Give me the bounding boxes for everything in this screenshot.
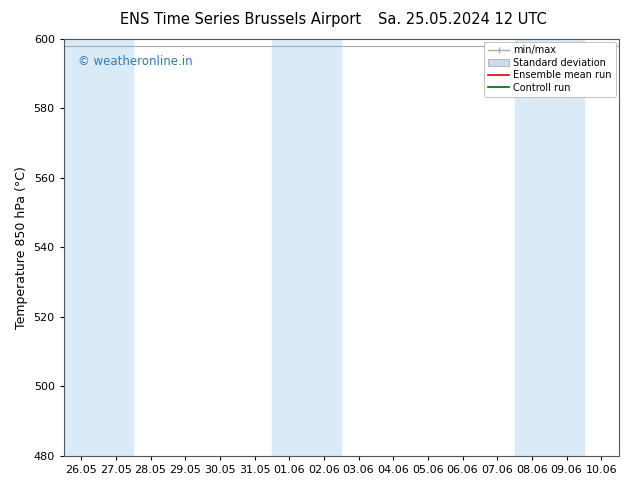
Text: Sa. 25.05.2024 12 UTC: Sa. 25.05.2024 12 UTC bbox=[378, 12, 547, 27]
Text: ENS Time Series Brussels Airport: ENS Time Series Brussels Airport bbox=[120, 12, 361, 27]
Legend: min/max, Standard deviation, Ensemble mean run, Controll run: min/max, Standard deviation, Ensemble me… bbox=[484, 42, 616, 97]
Bar bbox=[515, 39, 584, 456]
Y-axis label: Temperature 850 hPa (°C): Temperature 850 hPa (°C) bbox=[15, 166, 28, 329]
Bar bbox=[272, 39, 341, 456]
Bar bbox=[64, 39, 133, 456]
Text: © weatheronline.in: © weatheronline.in bbox=[78, 55, 192, 68]
